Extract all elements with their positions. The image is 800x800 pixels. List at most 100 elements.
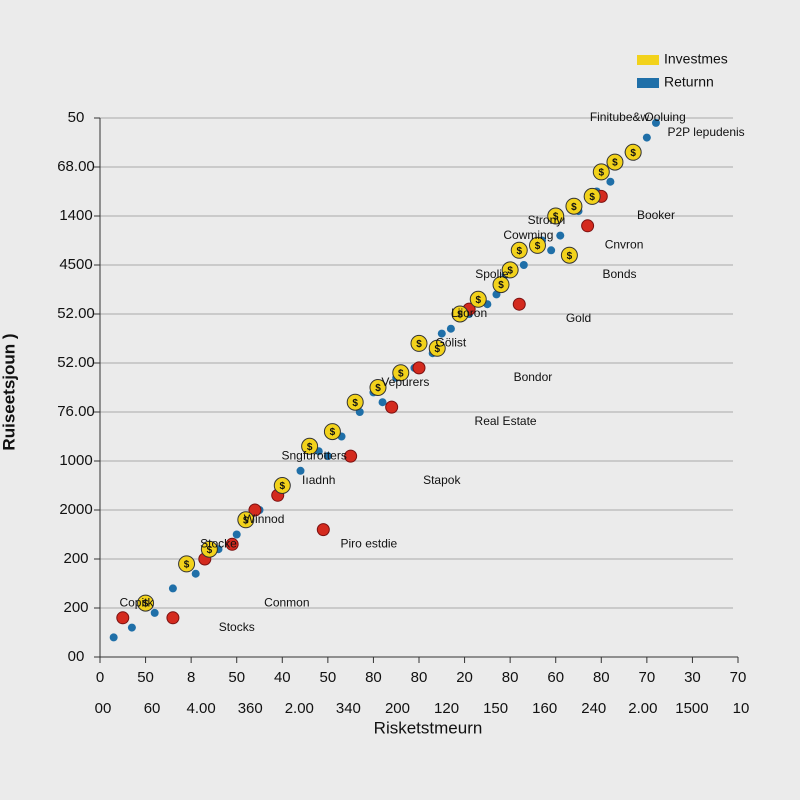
point-symbol: $ bbox=[243, 515, 249, 526]
point bbox=[248, 503, 262, 517]
point bbox=[344, 449, 358, 463]
x-tick-label-secondary: 60 bbox=[144, 700, 161, 717]
point bbox=[492, 276, 510, 294]
annotation: Bondor bbox=[514, 370, 553, 384]
point bbox=[166, 611, 180, 625]
point bbox=[178, 555, 196, 573]
point bbox=[410, 334, 428, 352]
annotation: Liioron bbox=[451, 306, 487, 320]
x-tick-label: 50 bbox=[320, 669, 337, 686]
x-axis-label: Risketstmeurn bbox=[374, 718, 483, 737]
point bbox=[560, 246, 578, 264]
point bbox=[127, 623, 136, 632]
y-tick-label: 1000 bbox=[59, 452, 92, 469]
point-symbol: $ bbox=[589, 192, 595, 203]
y-tick-label: 00 bbox=[68, 648, 85, 665]
y-tick-label: 52.00 bbox=[57, 305, 95, 322]
point-symbol: $ bbox=[553, 212, 559, 223]
point-symbol: $ bbox=[375, 383, 381, 394]
x-tick-label-secondary: 160 bbox=[532, 700, 557, 717]
x-tick-label: 80 bbox=[502, 669, 519, 686]
y-axis-label: Ruiseetsjoun ) bbox=[0, 333, 18, 450]
point bbox=[392, 364, 410, 382]
point bbox=[116, 611, 130, 625]
point bbox=[301, 437, 319, 455]
x-tick-label-secondary: 2.00 bbox=[628, 700, 657, 717]
x-tick-label: 50 bbox=[228, 669, 245, 686]
point bbox=[200, 540, 218, 558]
x-tick-label: 0 bbox=[96, 669, 104, 686]
point bbox=[547, 246, 556, 255]
point bbox=[606, 177, 615, 186]
annotation: Copitk bbox=[119, 595, 154, 609]
annotation: Piro estdie bbox=[341, 536, 398, 550]
point bbox=[547, 207, 565, 225]
annotation: Finitube&w bbox=[590, 110, 650, 124]
point bbox=[225, 537, 239, 551]
x-tick-label-secondary: 340 bbox=[336, 700, 361, 717]
point-symbol: $ bbox=[475, 295, 481, 306]
point-symbol: $ bbox=[498, 280, 504, 291]
annotation: Gold bbox=[566, 311, 591, 325]
point bbox=[501, 261, 519, 279]
x-tick-label: 60 bbox=[547, 669, 564, 686]
point bbox=[528, 236, 546, 254]
point bbox=[346, 393, 364, 411]
x-tick-label: 70 bbox=[639, 669, 656, 686]
point bbox=[469, 290, 487, 308]
point bbox=[109, 633, 118, 642]
annotation: Real Estate bbox=[475, 414, 537, 428]
x-tick-label: 20 bbox=[456, 669, 473, 686]
point-symbol: $ bbox=[507, 266, 513, 277]
point-symbol: $ bbox=[571, 202, 577, 213]
point bbox=[385, 400, 399, 414]
x-tick-label-secondary: 1500 bbox=[675, 700, 708, 717]
point bbox=[150, 608, 159, 617]
point bbox=[606, 153, 624, 171]
annotation: Booker bbox=[637, 208, 675, 222]
point bbox=[323, 423, 341, 441]
point bbox=[592, 163, 610, 181]
point-symbol: $ bbox=[416, 339, 422, 350]
x-tick-label-secondary: 10 bbox=[733, 700, 750, 717]
legend-swatch bbox=[637, 55, 659, 65]
annotation: Gölist bbox=[436, 336, 467, 350]
x-tick-label: 50 bbox=[137, 669, 154, 686]
point bbox=[369, 379, 387, 396]
x-tick-label: 40 bbox=[274, 669, 291, 686]
y-tick-label: 200 bbox=[63, 599, 88, 616]
x-tick-label-secondary: 200 bbox=[385, 700, 410, 717]
annotation: Iıadnh bbox=[302, 473, 335, 487]
point bbox=[437, 329, 446, 338]
annotation: Conmon bbox=[264, 595, 309, 609]
point bbox=[581, 219, 595, 233]
annotation: P2P lepudenis bbox=[668, 125, 745, 139]
point bbox=[237, 511, 255, 529]
point bbox=[273, 477, 291, 494]
point bbox=[642, 133, 651, 142]
annotation: Stronyı bbox=[528, 213, 566, 227]
annotation: Vepurers bbox=[381, 375, 429, 389]
point-symbol: $ bbox=[434, 344, 440, 355]
point bbox=[378, 398, 387, 407]
annotation: Cnvron bbox=[605, 238, 644, 252]
annotation: Spolie bbox=[475, 267, 509, 281]
point-symbol: $ bbox=[612, 158, 618, 169]
point-symbol: $ bbox=[398, 368, 404, 379]
point bbox=[446, 324, 455, 333]
y-tick-label: 50 bbox=[68, 109, 85, 126]
annotation: Sngfurotters bbox=[281, 448, 346, 462]
annotation: Stocks bbox=[219, 620, 255, 634]
point-symbol: $ bbox=[280, 481, 286, 492]
x-tick-label: 8 bbox=[187, 669, 195, 686]
point-symbol: $ bbox=[630, 148, 636, 159]
point bbox=[512, 297, 526, 311]
point-symbol: $ bbox=[457, 310, 463, 321]
point-symbol: $ bbox=[535, 241, 541, 252]
point bbox=[583, 187, 601, 205]
y-tick-label: 68.00 bbox=[57, 158, 95, 175]
point bbox=[651, 118, 660, 127]
point-symbol: $ bbox=[352, 398, 358, 409]
point-symbol: $ bbox=[516, 246, 522, 257]
